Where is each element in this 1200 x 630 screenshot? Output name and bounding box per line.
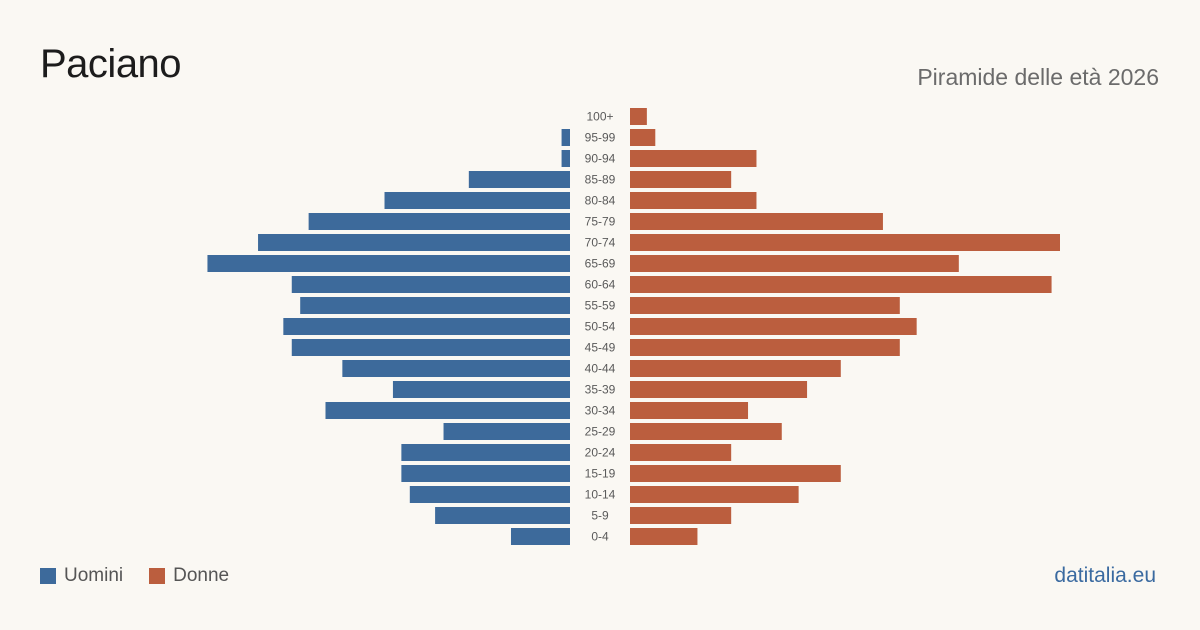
age-label-55-59: 55-59 (585, 299, 616, 313)
bar-female-85-89 (630, 171, 732, 188)
legend-item-male: Uomini (40, 565, 123, 587)
bar-female-40-44 (630, 360, 841, 377)
bar-male-20-24 (401, 444, 570, 461)
age-label-20-24: 20-24 (585, 446, 616, 460)
bar-female-60-64 (630, 276, 1052, 293)
bar-male-45-49 (291, 339, 570, 356)
age-label-65-69: 65-69 (585, 257, 616, 271)
brand-link[interactable]: datitalia.eu (1054, 564, 1156, 587)
bar-male-80-84 (384, 192, 570, 209)
legend: Uomini Donne (40, 565, 255, 587)
age-label-80-84: 80-84 (585, 194, 616, 208)
age-label-100plus: 100+ (586, 110, 613, 124)
bar-male-85-89 (468, 171, 570, 188)
bar-male-90-94 (561, 150, 570, 167)
bar-male-25-29 (443, 423, 570, 440)
bar-female-20-24 (630, 444, 732, 461)
bar-female-95-99 (630, 129, 656, 146)
bar-female-45-49 (630, 339, 900, 356)
bar-male-10-14 (409, 486, 570, 503)
legend-swatch-male (40, 568, 56, 584)
bar-female-50-54 (630, 318, 917, 335)
bar-female-35-39 (630, 381, 808, 398)
bar-male-15-19 (401, 465, 570, 482)
age-label-30-34: 30-34 (585, 404, 616, 418)
bar-male-35-39 (392, 381, 570, 398)
bar-female-75-79 (630, 213, 883, 230)
bar-female-0-4 (630, 528, 698, 545)
age-label-75-79: 75-79 (585, 215, 616, 229)
age-label-45-49: 45-49 (585, 341, 616, 355)
age-label-90-94: 90-94 (585, 152, 616, 166)
bar-male-65-69 (207, 255, 570, 272)
bar-female-30-34 (630, 402, 749, 419)
age-label-60-64: 60-64 (585, 278, 616, 292)
bar-male-60-64 (291, 276, 570, 293)
age-label-35-39: 35-39 (585, 383, 616, 397)
age-label-10-14: 10-14 (585, 488, 616, 502)
chart-subtitle: Piramide delle età 2026 (917, 64, 1159, 90)
bar-male-55-59 (300, 297, 570, 314)
age-label-40-44: 40-44 (585, 362, 616, 376)
bar-male-70-74 (258, 234, 570, 251)
legend-item-female: Donne (149, 565, 229, 587)
age-label-0-4: 0-4 (591, 530, 609, 544)
bar-male-75-79 (308, 213, 570, 230)
bar-male-95-99 (561, 129, 570, 146)
legend-label-male: Uomini (64, 565, 124, 586)
bar-male-40-44 (342, 360, 570, 377)
bar-male-5-9 (435, 507, 570, 524)
legend-label-female: Donne (173, 565, 230, 586)
page-title: Paciano (40, 42, 182, 86)
bar-female-15-19 (630, 465, 841, 482)
bar-female-10-14 (630, 486, 799, 503)
bar-female-80-84 (630, 192, 757, 209)
bar-male-30-34 (325, 402, 570, 419)
bar-female-70-74 (630, 234, 1060, 251)
bar-male-0-4 (510, 528, 570, 545)
age-label-15-19: 15-19 (585, 467, 616, 481)
age-label-85-89: 85-89 (585, 173, 616, 187)
bar-female-25-29 (630, 423, 782, 440)
age-label-70-74: 70-74 (585, 236, 616, 250)
bar-male-50-54 (283, 318, 570, 335)
bar-female-5-9 (630, 507, 732, 524)
bar-female-65-69 (630, 255, 959, 272)
bar-female-90-94 (630, 150, 757, 167)
age-label-95-99: 95-99 (585, 131, 616, 145)
age-label-5-9: 5-9 (591, 509, 609, 523)
age-label-50-54: 50-54 (585, 320, 616, 334)
age-label-25-29: 25-29 (585, 425, 616, 439)
legend-swatch-female (149, 568, 166, 584)
bar-female-100plus (630, 108, 647, 125)
bar-female-55-59 (630, 297, 900, 314)
